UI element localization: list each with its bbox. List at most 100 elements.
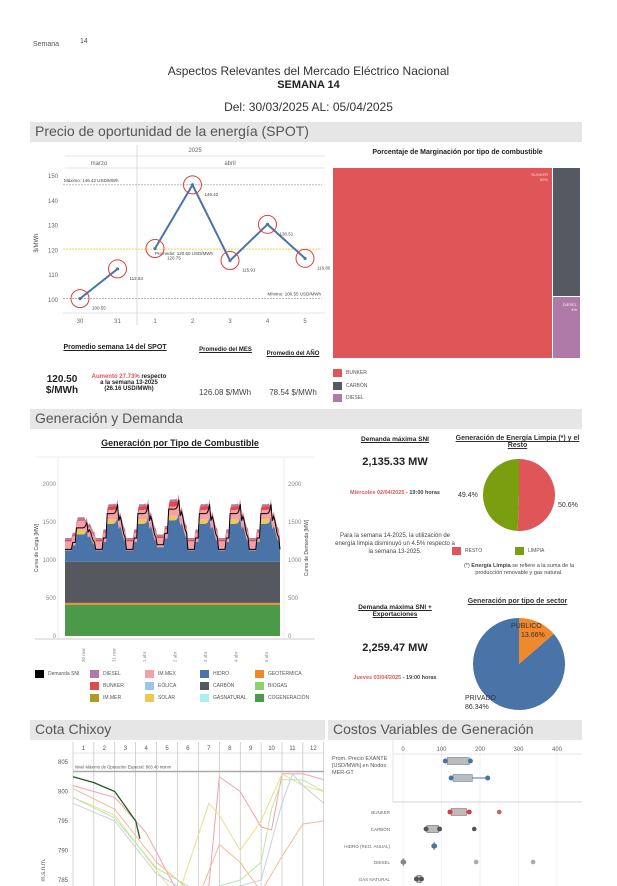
month-tick: 5 (165, 746, 169, 752)
x-tick: 4 abr (234, 651, 239, 662)
legend-item: DIESEL (90, 670, 121, 678)
legend-carbon: CARBÓN (333, 382, 367, 390)
x-tick: 200 (475, 747, 486, 753)
box[interactable] (447, 757, 470, 765)
cost-row-label: HIDRO (REG. ANUAL) (344, 844, 390, 849)
pie-slice-limpia[interactable] (483, 459, 519, 531)
pie-label-publico-name: PÚBLICO (511, 621, 542, 630)
outlier-point[interactable] (496, 809, 502, 815)
legend-limpia: LIMPIA (515, 547, 544, 555)
x-tick: 0 (401, 747, 405, 753)
legend-resto: RESTO (452, 547, 482, 555)
y-tick: 130 (48, 224, 59, 230)
legend-item: COGENERACIÓN (255, 694, 309, 702)
y-axis-label: $/MWh (34, 233, 40, 252)
y-tick: 795 (58, 819, 69, 825)
y-tick-right: 0 (288, 634, 292, 640)
x-tick: 5 abr (264, 651, 269, 662)
spot-line-march (79, 268, 119, 300)
cost-row-label: GAS NATURAL (359, 877, 391, 882)
y-tick: 110 (48, 273, 58, 279)
y-tick-right: 1500 (288, 520, 302, 526)
box[interactable] (452, 774, 473, 782)
pie-label-limpia: 49.4% (458, 492, 478, 499)
pie-slice-resto[interactable] (517, 459, 556, 531)
y-tick: 150 (48, 174, 59, 180)
month-tick: 3 (124, 746, 128, 752)
pie-slice-público[interactable] (519, 618, 554, 664)
level-series-line (72, 776, 141, 839)
treemap-bunker[interactable]: BUNKER 89% (333, 168, 552, 358)
y-tick-left: 1500 (43, 520, 57, 526)
clean-title: Generación de Energía Limpia (*) y el Re… (455, 435, 580, 449)
legend-item: EÓLICA (145, 682, 176, 690)
spot-marker-circle (220, 251, 240, 271)
legend-diesel: DIESEL (333, 394, 364, 402)
legend-item: BUNKER (90, 682, 124, 690)
spot-point[interactable] (228, 258, 232, 263)
treemap-carbon[interactable] (553, 168, 580, 296)
month-label: abril (224, 161, 235, 167)
exante-label: Prom. Precio EXANTE [USD/MWh] en Nodos M… (332, 756, 388, 776)
level-series-line (72, 788, 324, 886)
legend-item: IM.MER (90, 694, 121, 702)
month-label: marzo (91, 161, 108, 167)
x-tick: 4 (266, 319, 270, 325)
x-tick: 5 (303, 319, 307, 325)
y-tick-right: 500 (288, 596, 299, 602)
spot-value-label: 146.42 (205, 192, 219, 197)
level-series-line (72, 772, 325, 886)
spot-point[interactable] (190, 183, 195, 187)
x-tick: 400 (552, 747, 563, 753)
weekly-avg-value: 120.50 (46, 374, 78, 385)
spot-point[interactable] (303, 256, 307, 260)
demand-exp-time: - 19:00 horas (401, 675, 437, 681)
spot-point[interactable] (153, 246, 157, 251)
costs-chart: 0 100 200 300 400 BUNKER CARBÓN HIDRO (REG. ANU… (344, 740, 582, 886)
week-label: Semana (33, 41, 60, 48)
y-tick-right: 2000 (288, 482, 302, 488)
outlier-point[interactable] (471, 826, 477, 832)
x-tick: 31 (114, 319, 121, 325)
month-tick: 2 (103, 746, 107, 752)
spot-point[interactable] (78, 297, 82, 301)
avg-annotation: Promedio: 120.50 USD/MWh (155, 251, 214, 256)
legend-item: BIOGAS (255, 682, 287, 690)
month-tick: 7 (207, 746, 211, 752)
x-tick: 31 mar (112, 647, 117, 662)
y-axis-label: m.s.n.m. (41, 858, 47, 881)
y-tick: 790 (58, 849, 69, 855)
treemap-diesel[interactable]: DIESEL 4% (553, 297, 580, 358)
x-tick: 1 (153, 319, 157, 325)
level-series-line (72, 773, 324, 886)
clean-pie: 50.6% 49.4% (458, 459, 578, 531)
month-tick: 12 (310, 746, 317, 752)
spot-section-header: Precio de oportunidad de la energía (SPO… (30, 122, 582, 142)
change-text: respecto a la semana 13-2025 (100, 374, 167, 386)
legend-item: HIDRO (200, 670, 229, 678)
month-tick: 8 (228, 746, 232, 752)
box[interactable] (426, 825, 439, 833)
spot-value-label: 115.91 (242, 268, 256, 273)
max-level-label: Nivel Máximo de Operación Especial: 803.… (75, 764, 172, 769)
spot-value-label: 120.75 (167, 256, 181, 261)
area-bunker (65, 496, 280, 542)
level-series-line (72, 779, 325, 886)
demand-line (65, 499, 281, 550)
x-tick: 3 abr (203, 651, 208, 662)
outlier-point[interactable] (473, 859, 479, 865)
spot-point[interactable] (265, 222, 270, 226)
spot-marker-circle (183, 175, 202, 195)
spot-point[interactable] (115, 267, 120, 271)
x-tick: 300 (513, 747, 524, 753)
pie-label-publico-pct: 13.66% (521, 632, 545, 639)
change-highlight: Aumentó 27.73% (91, 374, 140, 380)
month-tick: 9 (249, 746, 253, 752)
spot-value-label: 116.80 (317, 265, 330, 270)
outlier-point[interactable] (530, 859, 536, 865)
month-avg-value: 126.08 $/MWh (198, 388, 252, 397)
legend-item: CARBÓN (200, 682, 234, 690)
x-tick: 100 (436, 747, 447, 753)
pie-slice-privado[interactable] (473, 618, 565, 710)
box[interactable] (450, 808, 467, 816)
